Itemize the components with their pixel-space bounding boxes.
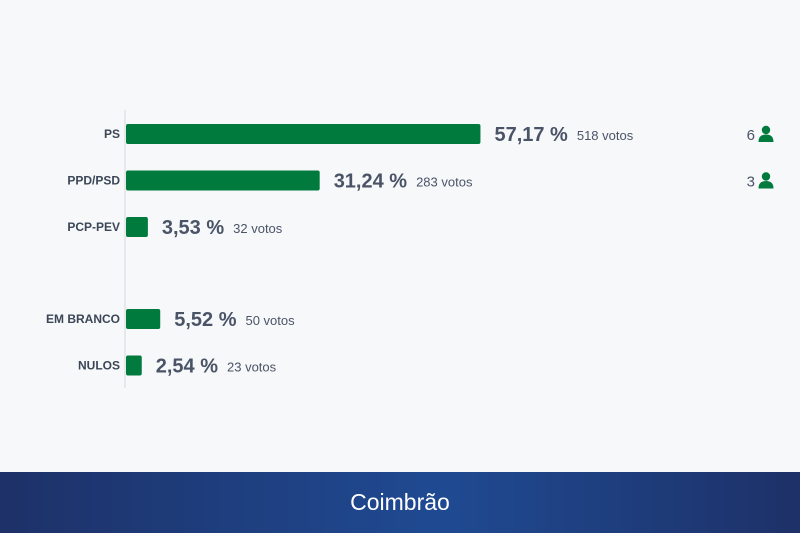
votes-label: 23 votos bbox=[227, 360, 277, 375]
person-icon bbox=[761, 172, 771, 181]
bar bbox=[126, 355, 142, 376]
percent-label: 2,54 % bbox=[156, 356, 218, 378]
percent-label: 5,52 % bbox=[174, 309, 236, 331]
percent-label: 31,24 % bbox=[334, 171, 408, 193]
percent-label: 57,17 % bbox=[494, 124, 568, 146]
seats-count: 6 bbox=[747, 127, 755, 144]
category-label: PCP-PEV bbox=[67, 220, 120, 234]
percent-label: 3,53 % bbox=[162, 217, 224, 239]
bar bbox=[126, 170, 320, 191]
seats-count: 3 bbox=[747, 174, 755, 191]
category-label: PS bbox=[104, 127, 120, 141]
category-label: EM BRANCO bbox=[46, 312, 120, 326]
votes-label: 283 votos bbox=[416, 175, 473, 190]
votes-label: 32 votos bbox=[233, 221, 283, 236]
person-icon bbox=[761, 125, 771, 135]
votes-label: 50 votos bbox=[245, 313, 295, 328]
results-chart: PS 57,17 % 518 votos 6 PPD/PSD 31,24 % 283 vot… bbox=[46, 110, 774, 388]
category-label: NULOS bbox=[78, 359, 120, 373]
person-icon bbox=[758, 181, 774, 189]
location-name: Coimbrão bbox=[350, 489, 450, 515]
bar bbox=[126, 124, 481, 144]
location-footer: Coimbrão bbox=[0, 472, 800, 533]
category-label: PPD/PSD bbox=[67, 174, 120, 188]
bar bbox=[126, 217, 148, 237]
person-icon bbox=[758, 134, 774, 142]
bar bbox=[126, 309, 161, 329]
votes-label: 518 votos bbox=[577, 128, 634, 143]
